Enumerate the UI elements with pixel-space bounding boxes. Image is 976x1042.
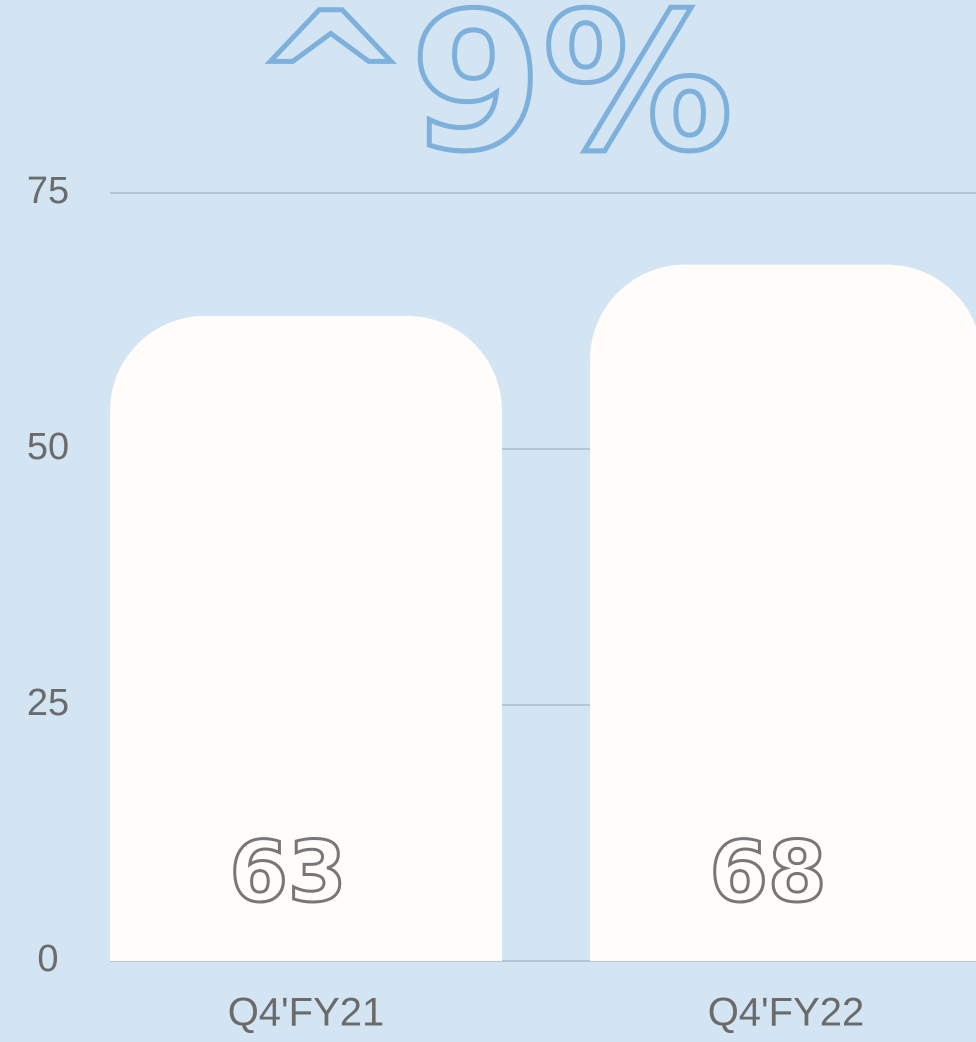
y-tick-label: 75 [27,170,69,212]
annotation: 39.93 [207,600,357,667]
x-tick-label: Q4'FY22 [708,991,865,1035]
bar [590,264,976,961]
y-tick-label: 50 [27,426,69,468]
x-tick-label: Q4'FY21 [228,991,385,1035]
value-label: 63 [230,823,347,921]
chart-title: ^9% [251,0,733,193]
y-tick-label: 0 [37,938,58,980]
value-label: 68 [710,823,827,921]
y-tick-label: 25 [27,682,69,724]
bar [110,315,502,961]
